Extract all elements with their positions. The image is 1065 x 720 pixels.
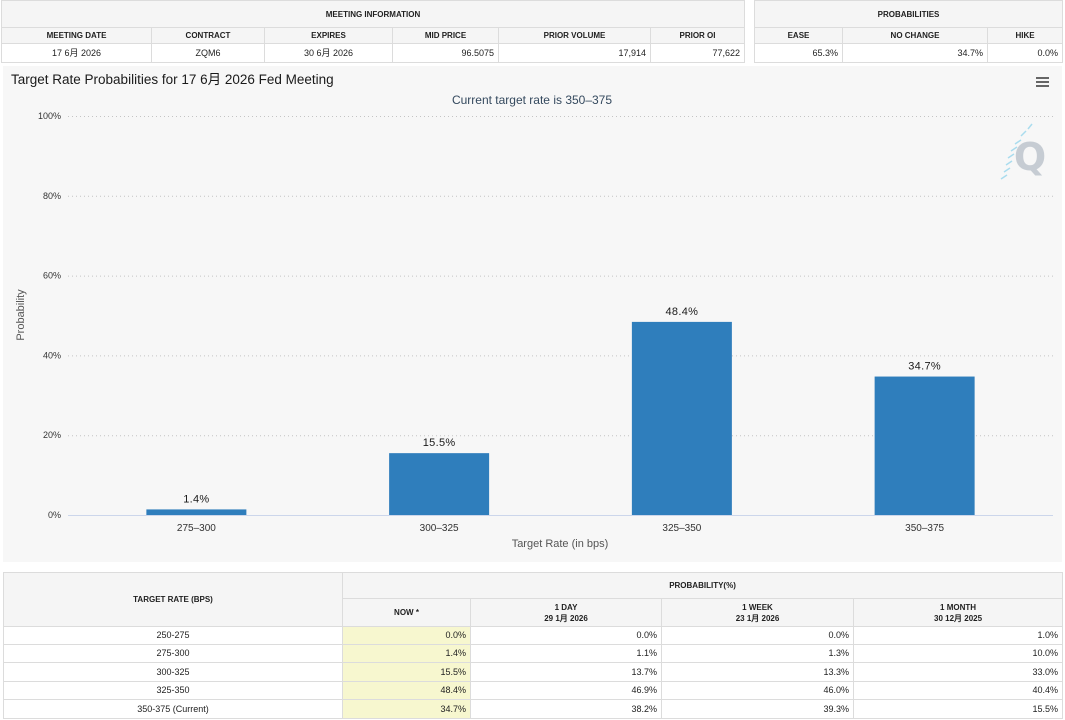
hike-value: 0.0% xyxy=(987,43,1063,63)
prior-volume-header: PRIOR VOLUME xyxy=(498,27,651,44)
x-tick-label: 300–325 xyxy=(420,523,459,534)
target-rate-cell: 250-275 xyxy=(3,626,343,645)
contract-header: CONTRACT xyxy=(151,27,265,44)
one-month-probability-cell: 33.0% xyxy=(852,662,1064,682)
y-tick-label: 100% xyxy=(38,111,61,121)
now-probability-cell: 1.4% xyxy=(342,644,471,663)
one-month-column-header: 1 MONTH 30 12月 2025 xyxy=(852,598,1064,627)
chart-subtitle: Current target rate is 350–375 xyxy=(452,93,612,107)
y-axis: 0% 20% 40% 60% 80% 100% xyxy=(38,111,61,520)
one-week-column-date: 23 1月 2026 xyxy=(735,613,780,623)
target-rate-cell: 350-375 (Current) xyxy=(3,699,343,719)
x-tick-label: 325–350 xyxy=(662,523,701,534)
ease-value: 65.3% xyxy=(754,43,843,63)
expires-value: 30 6月 2026 xyxy=(264,43,393,63)
table-row: 350-375 (Current) 34.7% 38.2% 39.3% 15.5… xyxy=(3,699,1064,719)
prior-oi-header: PRIOR OI xyxy=(649,27,746,44)
one-month-column-date: 30 12月 2025 xyxy=(934,613,983,623)
x-axis-title: Target Rate (in bps) xyxy=(512,538,609,550)
one-month-probability-cell: 15.5% xyxy=(852,699,1064,719)
target-rate-cell: 325-350 xyxy=(3,681,343,700)
data-label: 34.7% xyxy=(908,361,941,373)
y-tick-label: 60% xyxy=(43,271,61,281)
mid-price-header: MID PRICE xyxy=(392,27,499,44)
chart-title: Target Rate Probabilities for 17 6月 2026… xyxy=(11,72,334,87)
table-row: 250-275 0.0% 0.0% 0.0% 1.0% xyxy=(3,626,1064,645)
target-rate-header: TARGET RATE (BPS) xyxy=(3,572,343,627)
one-month-probability-cell: 1.0% xyxy=(852,626,1064,645)
target-rate-cell: 275-300 xyxy=(3,644,343,663)
watermark-letter: Q xyxy=(1014,135,1046,179)
chart-container: Target Rate Probabilities for 17 6月 2026… xyxy=(3,66,1062,562)
y-tick-label: 0% xyxy=(48,510,61,520)
now-column-label: NOW * xyxy=(394,608,419,617)
now-probability-cell: 48.4% xyxy=(342,681,471,700)
now-column-header: NOW * xyxy=(342,598,471,627)
one-day-column-date: 29 1月 2026 xyxy=(544,613,588,623)
one-month-probability-cell: 10.0% xyxy=(852,644,1064,663)
data-label: 1.4% xyxy=(183,493,209,505)
bar-3[interactable] xyxy=(631,321,732,515)
one-day-probability-cell: 38.2% xyxy=(470,699,662,719)
one-day-probability-cell: 46.9% xyxy=(470,681,662,700)
ease-header: EASE xyxy=(754,27,843,44)
data-label: 15.5% xyxy=(423,437,456,449)
table-row: 325-350 48.4% 46.9% 46.0% 40.4% xyxy=(3,681,1064,700)
y-tick-label: 40% xyxy=(43,350,61,360)
meeting-date-value: 17 6月 2026 xyxy=(1,43,152,63)
hamburger-menu-icon[interactable] xyxy=(1036,77,1049,87)
no-change-header: NO CHANGE xyxy=(842,27,988,44)
watermark-logo: Q xyxy=(1000,123,1046,180)
one-week-probability-cell: 1.3% xyxy=(661,644,854,663)
meeting-information-table: MEETING INFORMATION MEETING DATE CONTRAC… xyxy=(0,0,746,63)
probabilities-title: PROBABILITIES xyxy=(754,0,1063,28)
meeting-date-header: MEETING DATE xyxy=(1,27,152,44)
no-change-value: 34.7% xyxy=(842,43,988,63)
one-week-probability-cell: 0.0% xyxy=(661,626,854,645)
target-rate-probability-chart: Target Rate Probabilities for 17 6月 2026… xyxy=(11,72,1055,550)
contract-value: ZQM6 xyxy=(151,43,265,63)
one-week-column-label: 1 WEEK xyxy=(742,602,773,612)
prior-volume-value: 17,914 xyxy=(498,43,651,63)
x-tick-label: 275–300 xyxy=(177,523,216,534)
bar-1[interactable] xyxy=(146,509,247,515)
one-day-column-header: 1 DAY 29 1月 2026 xyxy=(470,598,662,627)
one-day-probability-cell: 0.0% xyxy=(470,626,662,645)
chart-menu-button[interactable] xyxy=(1031,73,1055,92)
bar-2[interactable] xyxy=(389,453,490,515)
prior-oi-value: 77,622 xyxy=(649,43,746,63)
bar-series xyxy=(146,321,975,515)
one-month-probability-cell: 40.4% xyxy=(852,681,1064,700)
data-label: 48.4% xyxy=(666,306,699,318)
table-row: 275-300 1.4% 1.1% 1.3% 10.0% xyxy=(3,644,1064,663)
target-rate-probability-table: TARGET RATE (BPS) PROBABILITY(%) NOW * 1… xyxy=(3,572,1064,719)
q-logo-icon xyxy=(1000,123,1033,180)
now-probability-cell: 15.5% xyxy=(342,662,471,682)
one-week-probability-cell: 46.0% xyxy=(661,681,854,700)
probabilities-table: PROBABILITIES EASE NO CHANGE HIKE 65.3% … xyxy=(754,0,1063,63)
one-day-probability-cell: 13.7% xyxy=(470,662,662,682)
one-month-column-label: 1 MONTH xyxy=(940,602,977,612)
y-tick-label: 20% xyxy=(43,430,61,440)
hike-header: HIKE xyxy=(987,27,1063,44)
data-labels: 1.4% 15.5% 48.4% 34.7% xyxy=(183,306,941,506)
table-row: 300-325 15.5% 13.7% 13.3% 33.0% xyxy=(3,662,1064,682)
expires-header: EXPIRES xyxy=(264,27,393,44)
probability-group-header: PROBABILITY(%) xyxy=(341,572,1064,599)
now-probability-cell: 0.0% xyxy=(342,626,471,645)
one-week-probability-cell: 39.3% xyxy=(661,699,854,719)
x-tick-label: 350–375 xyxy=(905,523,944,534)
bar-4[interactable] xyxy=(874,376,975,515)
mid-price-value: 96.5075 xyxy=(392,43,499,63)
target-rate-cell: 300-325 xyxy=(3,662,343,682)
one-week-column-header: 1 WEEK 23 1月 2026 xyxy=(661,598,854,627)
y-axis-title: Probability xyxy=(15,289,27,341)
x-axis: 275–300 300–325 325–350 350–375 xyxy=(177,523,945,534)
one-week-probability-cell: 13.3% xyxy=(661,662,854,682)
now-probability-cell: 34.7% xyxy=(342,699,471,719)
y-tick-label: 80% xyxy=(43,191,61,201)
one-day-probability-cell: 1.1% xyxy=(470,644,662,663)
one-day-column-label: 1 DAY xyxy=(554,602,578,612)
meeting-information-title: MEETING INFORMATION xyxy=(0,0,746,28)
